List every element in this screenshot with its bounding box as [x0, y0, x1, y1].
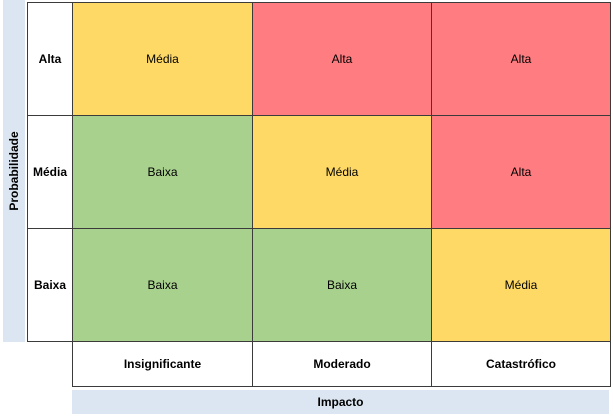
matrix-cell: Média: [252, 115, 432, 229]
matrix-cell: Alta: [431, 2, 611, 116]
impact-axis-title: Impacto: [317, 395, 364, 409]
matrix-cell: Baixa: [72, 115, 253, 229]
matrix-cell: Média: [431, 228, 611, 342]
probability-axis-title: Probabilidade: [7, 131, 21, 211]
column-label-moderado: Moderado: [252, 341, 432, 387]
impact-axis-band: [72, 390, 609, 414]
column-label-insignificante: Insignificante: [72, 341, 253, 387]
probability-axis-band: [3, 0, 25, 342]
matrix-cell: Baixa: [252, 228, 432, 342]
matrix-cell: Baixa: [72, 228, 253, 342]
matrix-cell: Média: [72, 2, 253, 116]
matrix-cell: Alta: [252, 2, 432, 116]
column-label-catastrofico: Catastrófico: [431, 341, 611, 387]
row-label-alta: Alta: [27, 2, 73, 116]
matrix-cell: Alta: [431, 115, 611, 229]
row-label-baixa: Baixa: [27, 228, 73, 342]
row-label-media: Média: [27, 115, 73, 229]
